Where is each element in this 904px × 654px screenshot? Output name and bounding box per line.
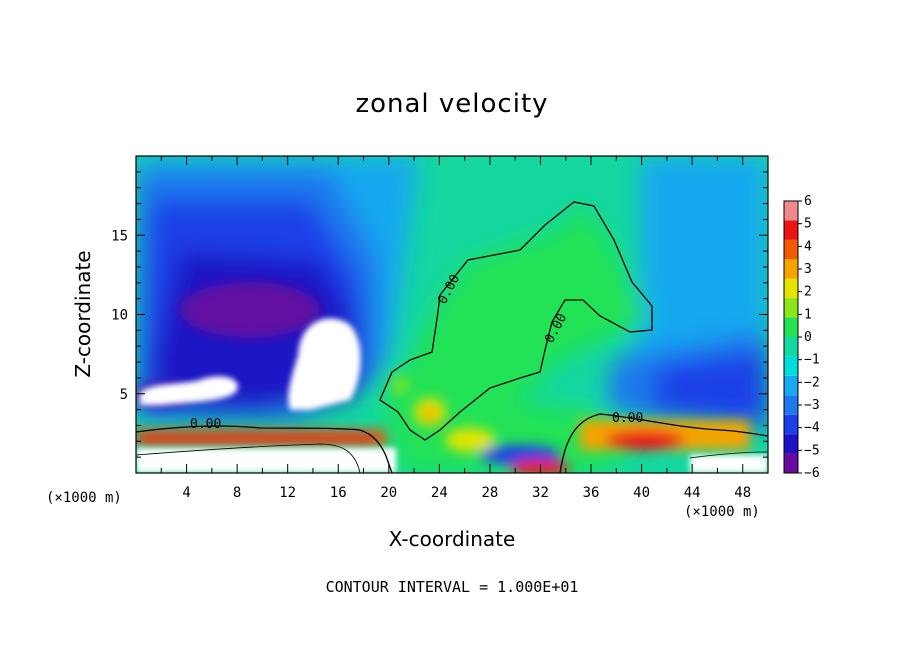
chart-title: zonal velocity xyxy=(355,89,548,119)
x-tick-label: 8 xyxy=(233,485,241,501)
colorbar-label: 4 xyxy=(804,239,812,254)
x-tick-label: 16 xyxy=(330,485,347,501)
y-axis-ticks: 5 10 15 xyxy=(111,171,768,458)
colorbar-swatch xyxy=(784,317,798,337)
x-tick-label: 48 xyxy=(734,485,751,501)
contour-interval-note: CONTOUR INTERVAL = 1.000E+01 xyxy=(326,578,579,596)
x-tick-label: 24 xyxy=(431,485,448,501)
x-tick-label: 32 xyxy=(532,485,549,501)
velocity-field xyxy=(136,156,768,473)
colorbar-label: −6 xyxy=(804,466,820,481)
x-axis-ticks: 4 8 12 16 20 24 28 32 36 40 44 48 xyxy=(160,156,751,501)
colorbar-swatch xyxy=(784,434,798,454)
y-axis-label: Z-coordinate xyxy=(71,250,95,377)
colorbar-swatch xyxy=(784,220,798,240)
colorbar-label: −5 xyxy=(804,443,820,458)
x-tick-label: 4 xyxy=(182,485,190,501)
y-tick-label: 15 xyxy=(111,228,128,244)
colorbar-label: 5 xyxy=(804,217,812,232)
x-axis-unit: (×1000 m) xyxy=(684,504,760,520)
y-tick-label: 5 xyxy=(120,387,128,403)
colorbar-swatch xyxy=(784,278,798,299)
colorbar-label: 0 xyxy=(804,330,812,345)
colorbar-label: 6 xyxy=(804,194,812,209)
x-tick-label: 44 xyxy=(684,485,701,501)
colorbar-swatch xyxy=(784,414,798,435)
colorbar-swatch xyxy=(784,356,798,376)
colorbar-label: −1 xyxy=(804,353,820,368)
colorbar-label: 2 xyxy=(804,285,812,300)
y-axis-unit: (×1000 m) xyxy=(46,490,122,506)
contour-lines xyxy=(136,201,768,473)
colorbar-label: 1 xyxy=(804,307,812,322)
contour-label: 0.00 xyxy=(612,411,643,426)
colorbar-swatch xyxy=(784,239,798,260)
colorbar-swatch xyxy=(784,375,798,396)
colorbar-swatch xyxy=(784,201,798,221)
colorbar-label: 3 xyxy=(804,262,812,277)
y-tick-label: 10 xyxy=(111,308,128,324)
colorbar: −6 −5 −4 −3 −2 −1 0 1 2 3 4 5 6 xyxy=(783,194,820,481)
colorbar-label: −4 xyxy=(804,421,820,436)
colorbar-swatch xyxy=(784,453,798,473)
colorbar-swatch xyxy=(784,337,798,357)
x-tick-label: 20 xyxy=(380,485,397,501)
colorbar-label: −2 xyxy=(804,375,820,390)
colorbar-swatch xyxy=(784,259,798,279)
contour-label: 0.00 xyxy=(190,417,221,432)
x-axis-label: X-coordinate xyxy=(389,527,516,551)
x-tick-label: 12 xyxy=(279,485,296,501)
colorbar-label: −3 xyxy=(804,398,820,413)
colorbar-swatch xyxy=(784,395,798,415)
x-tick-label: 36 xyxy=(583,485,600,501)
colorbar-swatch xyxy=(784,298,798,318)
x-tick-label: 28 xyxy=(481,485,498,501)
x-tick-label: 40 xyxy=(633,485,650,501)
